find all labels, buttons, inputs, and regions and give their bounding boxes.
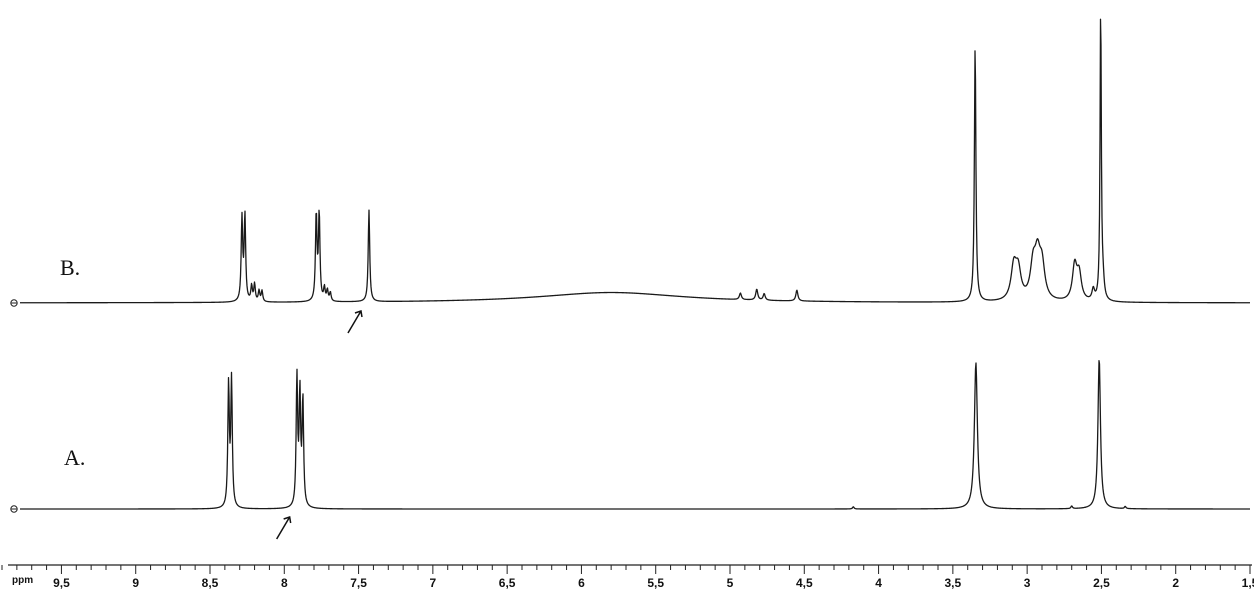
spectrum-trace-b bbox=[19, 18, 1251, 304]
x-tick-label: 3,5 bbox=[945, 576, 962, 590]
ppm-axis: 9,5 9 8,5 8 7,5 7 6,5 6 5,5 5 4,5 4 3,5 3 2,5 2 1,5 ppm bbox=[1, 564, 1254, 590]
x-tick-label: 2,5 bbox=[1093, 576, 1110, 590]
annotation-arrow-a bbox=[276, 516, 292, 540]
x-tick-label: 9,5 bbox=[53, 576, 70, 590]
x-tick-label: 4,5 bbox=[796, 576, 813, 590]
x-tick-label: 8,5 bbox=[202, 576, 219, 590]
x-axis-unit-label: ppm bbox=[12, 575, 33, 586]
x-tick-label: 9 bbox=[132, 576, 139, 590]
x-tick-label: 1,5 bbox=[1242, 576, 1254, 590]
x-tick-label: 7,5 bbox=[350, 576, 367, 590]
peak-arrows bbox=[276, 310, 363, 540]
x-tick-label: 4 bbox=[875, 576, 882, 590]
spectrum-trace-a bbox=[19, 360, 1251, 510]
x-tick-label: 2 bbox=[1172, 576, 1179, 590]
x-tick-label: 7 bbox=[430, 576, 437, 590]
x-tick-label: 6,5 bbox=[499, 576, 516, 590]
spectrum-labels: B. A. bbox=[60, 255, 85, 470]
x-tick-label: 5 bbox=[727, 576, 734, 590]
x-tick-label: 5,5 bbox=[647, 576, 664, 590]
spectra-traces bbox=[10, 18, 1251, 513]
spectrum-label-a: A. bbox=[64, 445, 85, 470]
annotation-arrow-b bbox=[347, 310, 363, 334]
spectrum-label-b: B. bbox=[60, 255, 80, 280]
x-tick-label: 3 bbox=[1024, 576, 1031, 590]
x-tick-label: 6 bbox=[578, 576, 585, 590]
x-tick-label: 8 bbox=[281, 576, 288, 590]
